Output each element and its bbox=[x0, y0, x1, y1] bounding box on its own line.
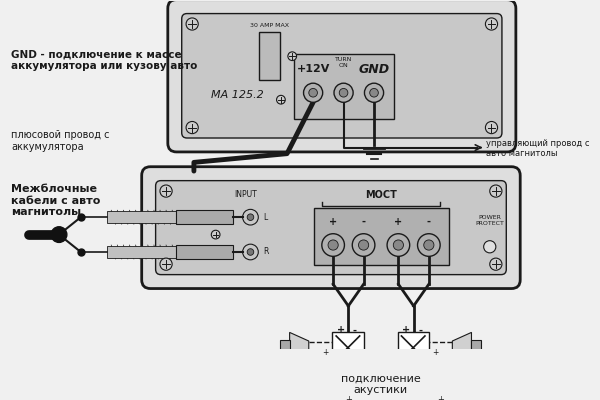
Text: -: - bbox=[427, 216, 431, 226]
Text: INPUT: INPUT bbox=[235, 190, 257, 199]
Circle shape bbox=[277, 95, 285, 104]
Circle shape bbox=[424, 240, 434, 250]
Polygon shape bbox=[290, 332, 309, 363]
Text: подключение
акустики: подключение акустики bbox=[341, 374, 421, 396]
Circle shape bbox=[186, 122, 198, 134]
Circle shape bbox=[242, 244, 258, 260]
Circle shape bbox=[160, 185, 172, 197]
Text: МОСТ: МОСТ bbox=[365, 190, 397, 200]
Text: GND: GND bbox=[358, 63, 389, 76]
Circle shape bbox=[160, 258, 172, 270]
Text: управляющий провод с
авто магнитолы: управляющий провод с авто магнитолы bbox=[486, 139, 590, 158]
Circle shape bbox=[393, 240, 403, 250]
Circle shape bbox=[370, 88, 379, 97]
FancyBboxPatch shape bbox=[168, 0, 516, 152]
FancyBboxPatch shape bbox=[182, 14, 502, 138]
Text: -: - bbox=[433, 338, 435, 347]
Text: +: + bbox=[437, 396, 443, 400]
Circle shape bbox=[247, 214, 254, 220]
Text: TURN
ON: TURN ON bbox=[335, 57, 352, 68]
Text: Межблочные
кабели с авто
магнитолы: Межблочные кабели с авто магнитолы bbox=[11, 184, 101, 217]
Circle shape bbox=[418, 234, 440, 256]
Text: +: + bbox=[337, 325, 345, 335]
Circle shape bbox=[352, 234, 375, 256]
Bar bbox=[314, 208, 449, 265]
Text: +: + bbox=[346, 396, 352, 400]
Circle shape bbox=[490, 258, 502, 270]
Circle shape bbox=[211, 230, 220, 239]
Bar bbox=[259, 32, 280, 80]
Text: L: L bbox=[263, 213, 268, 222]
Text: GND - подключение к массе
аккумулятора или кузову авто: GND - подключение к массе аккумулятора и… bbox=[11, 49, 197, 71]
Circle shape bbox=[423, 396, 430, 400]
Text: 30 AMP MAX: 30 AMP MAX bbox=[250, 23, 289, 28]
Text: -: - bbox=[362, 216, 365, 226]
Circle shape bbox=[485, 122, 497, 134]
Text: -: - bbox=[418, 325, 422, 335]
Bar bbox=[176, 245, 233, 259]
Circle shape bbox=[339, 88, 348, 97]
Text: +: + bbox=[329, 216, 337, 226]
Circle shape bbox=[51, 227, 67, 242]
Text: МА 125.2: МА 125.2 bbox=[211, 90, 264, 100]
Circle shape bbox=[331, 396, 338, 400]
Circle shape bbox=[186, 18, 198, 30]
Text: +12V: +12V bbox=[296, 64, 330, 74]
Text: R: R bbox=[263, 248, 269, 256]
Circle shape bbox=[364, 83, 383, 102]
Circle shape bbox=[247, 249, 254, 255]
Text: плюсовой провод с
аккумулятора: плюсовой провод с аккумулятора bbox=[11, 130, 110, 152]
Bar bbox=[280, 340, 290, 355]
Bar bbox=[107, 211, 178, 223]
Circle shape bbox=[322, 234, 344, 256]
Text: POWER
PROTECT: POWER PROTECT bbox=[475, 215, 504, 226]
Circle shape bbox=[418, 392, 434, 400]
Circle shape bbox=[327, 392, 343, 400]
Circle shape bbox=[485, 18, 497, 30]
Circle shape bbox=[242, 209, 258, 225]
Bar bbox=[472, 340, 481, 355]
Bar bbox=[332, 332, 364, 363]
Circle shape bbox=[309, 88, 317, 97]
Text: -: - bbox=[353, 325, 357, 335]
Bar bbox=[176, 210, 233, 224]
Circle shape bbox=[288, 52, 296, 60]
Circle shape bbox=[490, 185, 502, 197]
Circle shape bbox=[304, 83, 323, 102]
Circle shape bbox=[334, 83, 353, 102]
Bar bbox=[107, 246, 178, 258]
Circle shape bbox=[328, 240, 338, 250]
Bar bbox=[294, 54, 394, 119]
FancyBboxPatch shape bbox=[155, 181, 506, 275]
Text: -: - bbox=[326, 338, 329, 347]
Circle shape bbox=[358, 240, 368, 250]
Text: +: + bbox=[433, 348, 439, 358]
Text: +: + bbox=[394, 216, 403, 226]
FancyBboxPatch shape bbox=[142, 167, 520, 288]
Circle shape bbox=[484, 241, 496, 253]
Bar bbox=[398, 332, 429, 363]
Text: +: + bbox=[402, 325, 410, 335]
Circle shape bbox=[387, 234, 410, 256]
Text: +: + bbox=[322, 348, 329, 358]
Polygon shape bbox=[452, 332, 472, 363]
